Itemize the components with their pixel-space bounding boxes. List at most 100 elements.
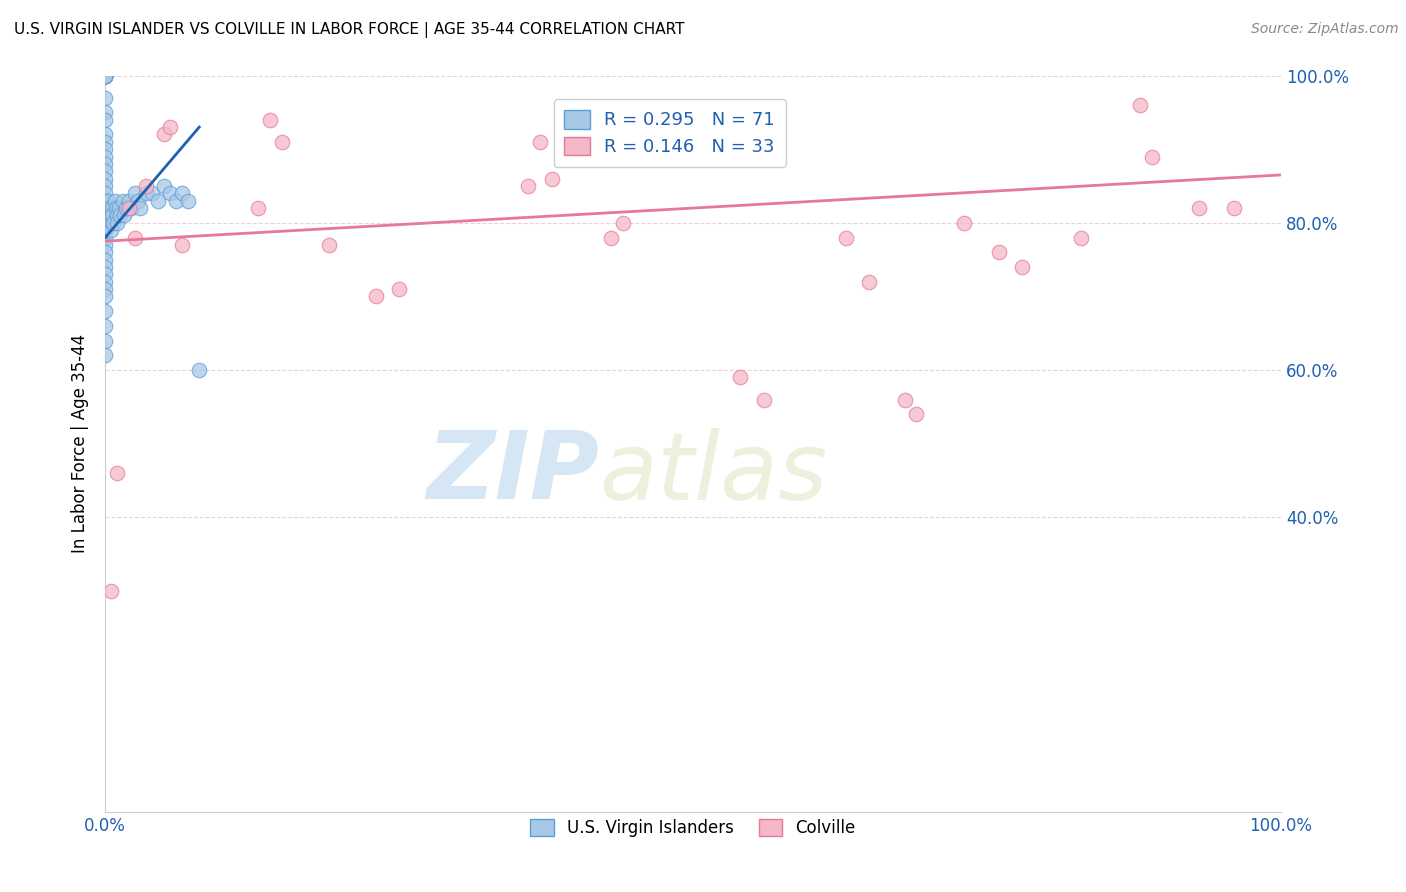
Point (364, 289, 387, 303)
Point (94, 275, 117, 289)
Point (94, 69, 117, 83)
Point (105, 216, 128, 230)
Point (94, 142, 117, 156)
Point (111, 194, 134, 208)
Point (94, 282, 117, 296)
Point (141, 186, 163, 201)
Point (105, 209, 128, 223)
Point (94, 112, 117, 127)
Point (94, 149, 117, 163)
Point (270, 135, 292, 149)
Point (94, 69, 117, 83)
Point (146, 194, 169, 208)
Point (541, 171, 564, 186)
Point (170, 186, 193, 201)
Point (112, 209, 135, 223)
Point (94, 128, 117, 142)
Point (752, 392, 775, 407)
Point (529, 135, 551, 149)
Point (247, 201, 270, 215)
Point (94, 157, 117, 171)
Point (728, 370, 751, 384)
Text: Source: ZipAtlas.com: Source: ZipAtlas.com (1251, 22, 1399, 37)
Point (159, 120, 181, 134)
Point (94, 216, 117, 230)
Point (101, 209, 124, 223)
Point (388, 282, 411, 296)
Point (318, 238, 340, 252)
Point (94, 178, 117, 193)
Point (110, 209, 132, 223)
Point (1223, 201, 1246, 215)
Point (104, 201, 127, 215)
Point (94, 69, 117, 83)
Point (1188, 201, 1211, 215)
Point (153, 128, 176, 142)
Point (94, 69, 117, 83)
Point (612, 216, 634, 230)
Point (94, 334, 117, 348)
Point (100, 216, 122, 230)
Point (176, 194, 198, 208)
Text: atlas: atlas (599, 427, 827, 518)
Point (1129, 98, 1152, 112)
Point (1140, 149, 1163, 163)
Point (135, 186, 157, 201)
Point (94, 69, 117, 83)
Point (94, 260, 117, 274)
Point (94, 348, 117, 362)
Point (103, 216, 125, 230)
Point (259, 112, 281, 127)
Point (159, 186, 181, 201)
Point (165, 194, 187, 208)
Point (127, 194, 149, 208)
Point (94, 105, 117, 120)
Point (98, 209, 121, 223)
Point (94, 69, 117, 83)
Point (101, 201, 124, 215)
Point (1011, 260, 1033, 274)
Point (835, 230, 858, 244)
Point (94, 69, 117, 83)
Point (153, 178, 176, 193)
Point (858, 275, 880, 289)
Point (517, 178, 540, 193)
Point (94, 230, 117, 244)
Point (94, 268, 117, 282)
Point (952, 216, 974, 230)
Point (120, 201, 142, 215)
Legend: U.S. Virgin Islanders, Colville: U.S. Virgin Islanders, Colville (523, 813, 862, 844)
Point (94, 194, 117, 208)
Point (94, 164, 117, 178)
Point (94, 201, 117, 215)
Point (94, 171, 117, 186)
Point (124, 230, 146, 244)
Point (1070, 230, 1092, 244)
Point (94, 209, 117, 223)
Point (94, 318, 117, 333)
Point (135, 178, 157, 193)
Point (100, 223, 122, 237)
Point (100, 584, 122, 599)
Point (118, 201, 141, 215)
Point (94, 69, 117, 83)
Point (94, 135, 117, 149)
Point (124, 186, 146, 201)
Point (94, 90, 117, 104)
Point (129, 201, 152, 215)
Point (94, 69, 117, 83)
Point (94, 289, 117, 303)
Point (118, 194, 141, 208)
Point (104, 194, 127, 208)
Point (115, 201, 138, 215)
Point (94, 304, 117, 318)
Y-axis label: In Labor Force | Age 35-44: In Labor Force | Age 35-44 (72, 334, 89, 553)
Point (94, 252, 117, 267)
Point (108, 201, 131, 215)
Text: U.S. VIRGIN ISLANDER VS COLVILLE IN LABOR FORCE | AGE 35-44 CORRELATION CHART: U.S. VIRGIN ISLANDER VS COLVILLE IN LABO… (14, 22, 685, 38)
Point (94, 186, 117, 201)
Point (97, 201, 120, 215)
Point (97, 194, 120, 208)
Point (987, 245, 1010, 260)
Point (188, 363, 211, 377)
